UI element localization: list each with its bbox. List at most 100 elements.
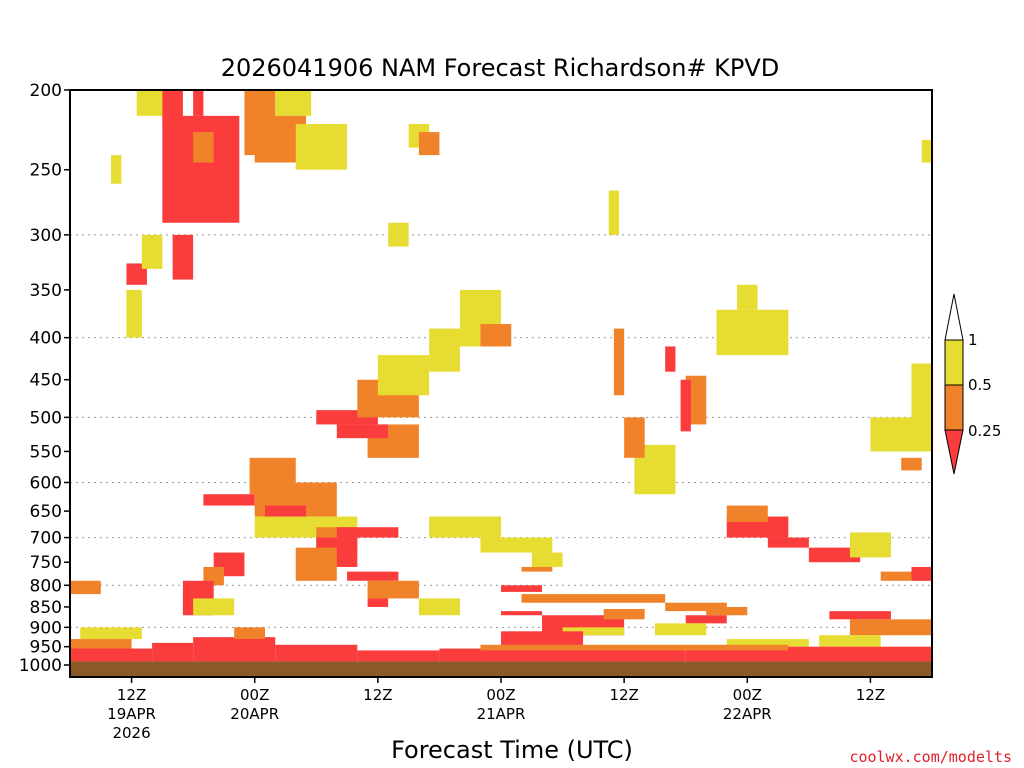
ri-cell-mid bbox=[70, 580, 101, 595]
chart-title: 2026041906 NAM Forecast Richardson# KPVD bbox=[221, 54, 780, 82]
y-tick-label: 800 bbox=[30, 576, 62, 596]
ri-cell-low bbox=[193, 90, 204, 116]
ri-cell-low bbox=[162, 115, 240, 223]
ri-cell-low bbox=[911, 566, 932, 581]
y-axis: 200 250 300 350 400 450 500 550 600 650 700 750 8008… bbox=[19, 81, 70, 676]
x-axis-title: Forecast Time (UTC) bbox=[391, 736, 633, 764]
ri-cell-low bbox=[808, 547, 861, 563]
ri-cell-high bbox=[377, 355, 430, 396]
ri-cell-low bbox=[336, 527, 399, 538]
ri-cell-low bbox=[162, 90, 183, 125]
x-tick-label: 00Z bbox=[733, 686, 762, 704]
ri-cell-mid bbox=[706, 606, 748, 616]
ri-cell-low bbox=[501, 611, 543, 616]
legend-over-arrow bbox=[944, 293, 964, 341]
ri-cell-high bbox=[562, 627, 625, 636]
ri-cell-mid bbox=[665, 602, 727, 612]
y-tick-label: 750 bbox=[30, 553, 62, 573]
ri-cell-high bbox=[141, 234, 163, 269]
ri-cell-high bbox=[295, 124, 348, 170]
x-tick-year: 2026 bbox=[112, 724, 150, 742]
y-tick-label: 550 bbox=[30, 442, 62, 462]
legend-level-label: 0.25 bbox=[968, 422, 1001, 440]
ri-cell-low bbox=[152, 642, 194, 662]
ri-cell-mid bbox=[849, 619, 932, 636]
ri-cell-low bbox=[767, 537, 809, 548]
ri-cell-low bbox=[347, 571, 399, 581]
ri-cell-mid bbox=[624, 417, 645, 458]
y-tick-label: 400 bbox=[30, 329, 62, 349]
ground-strip bbox=[70, 661, 932, 677]
ri-cell-high bbox=[726, 639, 809, 647]
ri-cell-high bbox=[849, 532, 891, 558]
ri-cell-high bbox=[531, 552, 563, 567]
x-tick-date: 20APR bbox=[230, 705, 279, 723]
legend-swatch-mid bbox=[944, 384, 964, 431]
ri-cell-mid bbox=[295, 547, 337, 581]
ri-cell-high bbox=[429, 328, 460, 372]
ri-cell-low bbox=[70, 648, 153, 662]
x-tick-label: 12Z bbox=[609, 686, 638, 704]
y-tick-label: 850 bbox=[30, 598, 62, 618]
ri-cell-mid bbox=[901, 457, 922, 471]
ri-cell-mid bbox=[480, 644, 789, 651]
ri-cell-low bbox=[501, 585, 543, 592]
ri-cell-mid bbox=[726, 505, 768, 522]
legend: 1 0.5 0.25 bbox=[944, 293, 1001, 475]
ri-cell-high bbox=[870, 417, 912, 452]
ri-cell-mid bbox=[603, 609, 645, 620]
ri-cell-low bbox=[829, 611, 891, 620]
ri-cell-mid bbox=[70, 639, 132, 651]
ri-cell-low bbox=[336, 424, 389, 439]
legend-under-arrow bbox=[944, 429, 964, 475]
ri-cell-mid bbox=[418, 132, 440, 156]
ri-cell-low bbox=[439, 648, 686, 662]
y-tick-label: 500 bbox=[30, 408, 62, 428]
x-tick-label: 00Z bbox=[486, 686, 515, 704]
ri-cell-low bbox=[203, 494, 255, 506]
ri-cell-mid bbox=[480, 323, 512, 347]
heatmap-cells bbox=[70, 90, 932, 677]
ri-cell-mid bbox=[193, 132, 214, 163]
y-tick-label: 450 bbox=[30, 371, 62, 391]
y-tick-label: 350 bbox=[30, 281, 62, 301]
legend-swatch-high bbox=[944, 339, 964, 386]
ri-cell-low bbox=[680, 379, 691, 432]
y-tick-label: 300 bbox=[30, 226, 62, 246]
x-tick-label: 12Z bbox=[117, 686, 146, 704]
x-tick-date: 22APR bbox=[723, 705, 772, 723]
x-tick-label: 00Z bbox=[240, 686, 269, 704]
ri-cell-high bbox=[716, 309, 789, 356]
ri-cell-high bbox=[80, 627, 142, 640]
ri-cell-high bbox=[480, 537, 553, 553]
x-tick-date: 19APR bbox=[107, 705, 156, 723]
ri-cell-high bbox=[819, 635, 881, 647]
legend-level-label: 0.5 bbox=[968, 376, 992, 394]
credit-link[interactable]: coolwx.com/modelts bbox=[849, 748, 1012, 766]
ri-cell-mid bbox=[367, 580, 419, 599]
x-tick-label: 12Z bbox=[856, 686, 885, 704]
y-tick-label: 250 bbox=[30, 161, 62, 181]
ri-cell-high bbox=[921, 139, 932, 163]
y-tick-label: 650 bbox=[30, 502, 62, 522]
ri-cell-high bbox=[275, 90, 312, 116]
ri-cell-high bbox=[126, 289, 142, 338]
ri-cell-high bbox=[737, 284, 758, 310]
ri-cell-high bbox=[654, 623, 707, 636]
ri-cell-low bbox=[665, 346, 676, 372]
x-tick-date: 21APR bbox=[477, 705, 526, 723]
ri-cell-low bbox=[501, 631, 584, 647]
ri-cell-mid bbox=[613, 328, 625, 396]
ri-cell-low bbox=[193, 637, 276, 662]
ri-cell-high bbox=[388, 222, 409, 247]
y-tick-label: 1000 bbox=[19, 656, 62, 676]
ri-cell-high bbox=[418, 598, 460, 616]
ri-cell-mid bbox=[234, 627, 265, 640]
ri-cell-low bbox=[172, 234, 194, 280]
y-tick-label: 900 bbox=[30, 618, 62, 638]
legend-level-label: 1 bbox=[968, 331, 978, 349]
ri-cell-low bbox=[685, 615, 727, 624]
ri-cell-high bbox=[111, 155, 122, 184]
